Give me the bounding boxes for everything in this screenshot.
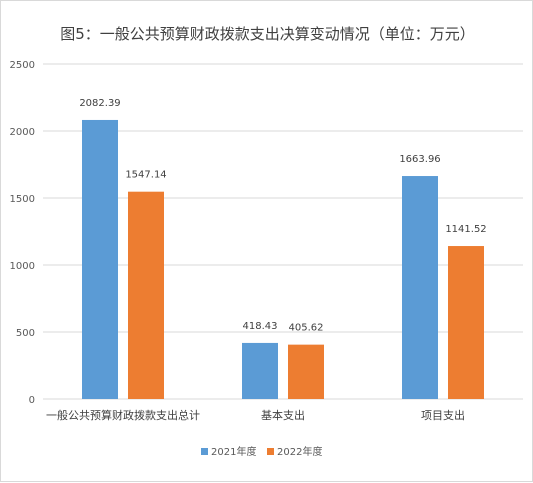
legend-label: 2021年度 (211, 445, 256, 458)
y-tick-label: 1500 (10, 194, 35, 205)
data-label: 1547.14 (125, 170, 166, 181)
data-label: 1663.96 (399, 154, 440, 165)
legend-label: 2022年度 (277, 445, 322, 458)
y-tick-label: 1000 (10, 261, 35, 272)
data-label: 418.43 (243, 321, 278, 332)
data-label: 1141.52 (445, 224, 486, 235)
bar (288, 344, 324, 399)
bar (448, 246, 484, 399)
bar (402, 176, 438, 399)
x-tick-label: 基本支出 (261, 408, 305, 422)
x-tick-label: 一般公共预算财政拨款支出总计 (46, 408, 200, 422)
y-tick-label: 0 (29, 395, 35, 406)
y-tick-label: 2000 (10, 127, 35, 138)
legend-swatch (267, 448, 274, 455)
x-tick-label: 项目支出 (421, 408, 465, 422)
bar (82, 119, 118, 399)
data-label: 2082.39 (79, 98, 120, 109)
chart-title: 图5：一般公共预算财政拨款支出决算变动情况（单位：万元） (60, 25, 475, 43)
bar (242, 342, 278, 399)
data-label: 405.62 (289, 323, 324, 334)
bar (128, 191, 164, 399)
y-tick-label: 2500 (10, 60, 35, 71)
y-tick-label: 500 (16, 328, 35, 339)
legend-swatch (201, 448, 208, 455)
